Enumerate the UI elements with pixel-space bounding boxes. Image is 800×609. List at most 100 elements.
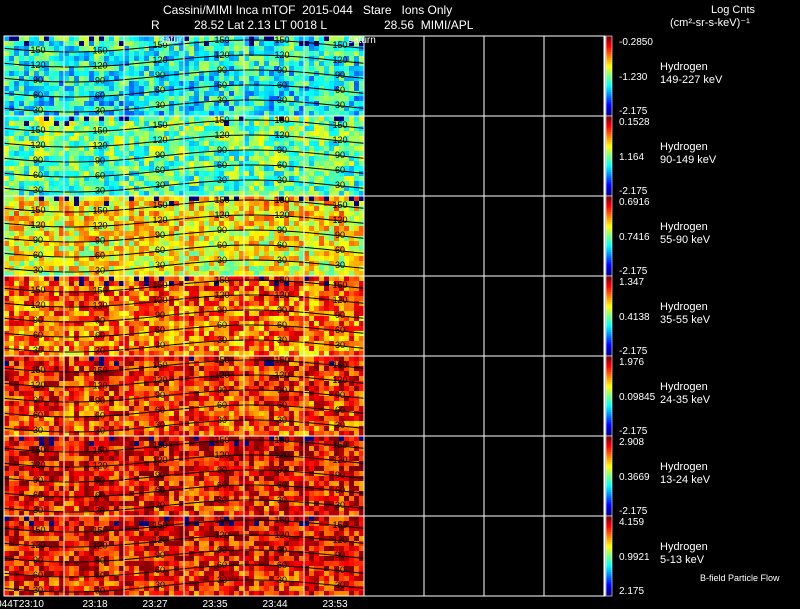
heatmap-cell <box>159 101 164 106</box>
heatmap-cell <box>94 81 99 86</box>
heatmap-cell <box>229 246 234 251</box>
heatmap-cell <box>74 336 79 341</box>
heatmap-cell <box>94 56 99 61</box>
heatmap-cell <box>269 216 274 221</box>
heatmap-cell <box>119 216 124 221</box>
heatmap-cell <box>229 151 234 156</box>
heatmap-cell <box>229 231 234 236</box>
heatmap-cell <box>284 336 289 341</box>
heatmap-cell <box>129 256 134 261</box>
heatmap-cell <box>54 321 59 326</box>
heatmap-cell <box>279 206 284 211</box>
heatmap-cell <box>89 286 94 291</box>
heatmap-cell <box>244 171 249 176</box>
heatmap-cell <box>74 271 79 276</box>
heatmap-cell <box>319 96 324 101</box>
colorbar-segment <box>606 318 612 321</box>
heatmap-cell <box>104 306 109 311</box>
heatmap-cell <box>59 96 64 101</box>
heatmap-cell <box>84 261 89 266</box>
heatmap-cell <box>329 311 334 316</box>
heatmap-cell <box>284 316 289 321</box>
heatmap-cell <box>119 251 124 256</box>
heatmap-cell <box>334 196 339 201</box>
heatmap-cell <box>244 221 249 226</box>
heatmap-cell <box>124 66 129 71</box>
heatmap-cell <box>304 151 309 156</box>
heatmap-cell <box>84 96 89 101</box>
heatmap-cell <box>214 161 219 166</box>
heatmap-cell <box>269 286 274 291</box>
heatmap-cell <box>274 296 279 301</box>
heatmap-cell <box>359 231 364 236</box>
colorbar-segment <box>606 172 612 175</box>
heatmap-cell <box>274 216 279 221</box>
heatmap-cell <box>184 321 189 326</box>
heatmap-cell <box>149 71 154 76</box>
heatmap-cell <box>334 241 339 246</box>
heatmap-cell <box>234 341 239 346</box>
heatmap-cell <box>44 156 49 161</box>
heatmap-cell <box>194 96 199 101</box>
heatmap-cell <box>19 146 24 151</box>
heatmap-cell <box>214 71 219 76</box>
heatmap-cell <box>284 321 289 326</box>
heatmap-cell <box>79 261 84 266</box>
heatmap-cell <box>259 51 264 56</box>
heatmap-cell <box>249 121 254 126</box>
heatmap-cell <box>259 81 264 86</box>
colorbar-segment <box>606 68 612 71</box>
heatmap-cell <box>349 351 354 356</box>
heatmap-cell <box>84 316 89 321</box>
heatmap-cell <box>79 131 84 136</box>
heatmap-cell <box>29 171 34 176</box>
heatmap-cell <box>224 211 229 216</box>
heatmap-cell <box>19 126 24 131</box>
heatmap-cell <box>274 166 279 171</box>
heatmap-cell <box>64 346 69 351</box>
heatmap-cell <box>84 251 89 256</box>
heatmap-cell <box>44 341 49 346</box>
heatmap-cell <box>209 341 214 346</box>
heatmap-cell <box>174 171 179 176</box>
heatmap-cell <box>119 126 124 131</box>
heatmap-cell <box>184 291 189 296</box>
heatmap-cell <box>344 321 349 326</box>
heatmap-cell <box>9 251 14 256</box>
heatmap-cell <box>104 186 109 191</box>
heatmap-cell <box>74 166 79 171</box>
heatmap-cell <box>334 286 339 291</box>
heatmap-cell <box>329 281 334 286</box>
heatmap-cell <box>359 216 364 221</box>
heatmap-cell <box>129 151 134 156</box>
heatmap-cell <box>39 146 44 151</box>
heatmap-cell <box>224 291 229 296</box>
colorbar-mid-label: 1.164 <box>619 152 644 163</box>
heatmap-cell <box>304 76 309 81</box>
heatmap-cell <box>304 341 309 346</box>
heatmap-cell <box>224 41 229 46</box>
heatmap-cell <box>354 221 359 226</box>
heatmap-cell <box>69 66 74 71</box>
heatmap-cell <box>64 146 69 151</box>
heatmap-cell <box>244 296 249 301</box>
heatmap-cell <box>269 191 274 196</box>
heatmap-cell <box>99 41 104 46</box>
heatmap-cell <box>194 76 199 81</box>
heatmap-cell <box>239 256 244 261</box>
heatmap-cell <box>224 141 229 146</box>
heatmap-cell <box>224 276 229 281</box>
heatmap-cell <box>354 131 359 136</box>
heatmap-cell <box>174 341 179 346</box>
heatmap-cell <box>59 101 64 106</box>
heatmap-cell <box>254 116 259 121</box>
heatmap-cell <box>334 216 339 221</box>
heatmap-cell <box>299 336 304 341</box>
heatmap-cell <box>244 56 249 61</box>
heatmap-cell <box>99 86 104 91</box>
heatmap-cell <box>259 256 264 261</box>
heatmap-cell <box>94 331 99 336</box>
heatmap-cell <box>274 196 279 201</box>
colorbar-segment <box>606 182 612 185</box>
heatmap-cell <box>64 136 69 141</box>
